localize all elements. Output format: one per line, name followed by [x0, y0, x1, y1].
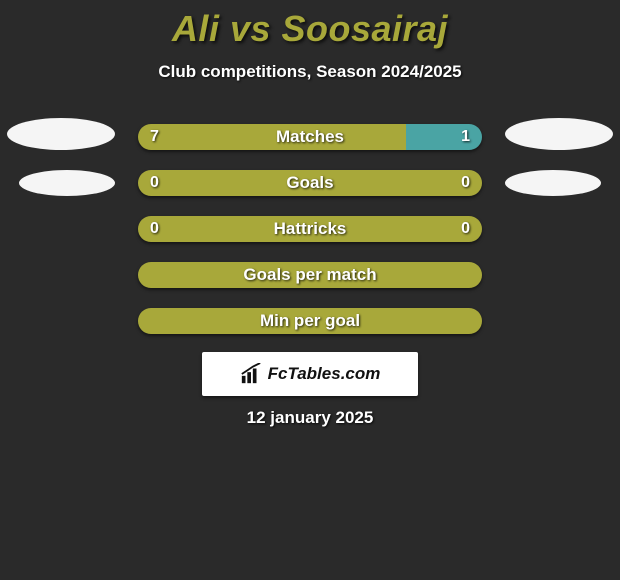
- stat-bar-fill-left: [138, 216, 310, 242]
- stat-bar-fill-left: [138, 124, 406, 150]
- source-logo-text: FcTables.com: [268, 364, 381, 384]
- stat-bar-fill-left: [138, 308, 482, 334]
- ellipse-icon: [7, 118, 115, 150]
- stat-bar: Goals00: [138, 170, 482, 196]
- team-badge-left: [6, 118, 116, 202]
- stat-bar-fill-left: [138, 262, 482, 288]
- stat-bar-fill-left: [138, 170, 310, 196]
- h2h-infographic: Ali vs Soosairaj Club competitions, Seas…: [0, 0, 620, 580]
- ellipse-icon: [505, 170, 601, 196]
- stat-bars: Matches71 Goals00 Hattricks00 Goals per mat…: [138, 124, 482, 354]
- ellipse-icon: [505, 118, 613, 150]
- stat-bar: Min per goal: [138, 308, 482, 334]
- bar-chart-icon: [240, 363, 262, 385]
- stat-bar-fill-right: [310, 216, 482, 242]
- stat-bar-fill-right: [310, 170, 482, 196]
- stat-bar-fill-right: [406, 124, 482, 150]
- team-badge-right: [504, 118, 614, 202]
- stat-bar: Goals per match: [138, 262, 482, 288]
- stat-bar: Matches71: [138, 124, 482, 150]
- page-title: Ali vs Soosairaj: [0, 0, 620, 50]
- page-subtitle: Club competitions, Season 2024/2025: [0, 62, 620, 82]
- source-logo: FcTables.com: [202, 352, 418, 396]
- stat-bar: Hattricks00: [138, 216, 482, 242]
- ellipse-icon: [19, 170, 115, 196]
- infographic-date: 12 january 2025: [0, 408, 620, 428]
